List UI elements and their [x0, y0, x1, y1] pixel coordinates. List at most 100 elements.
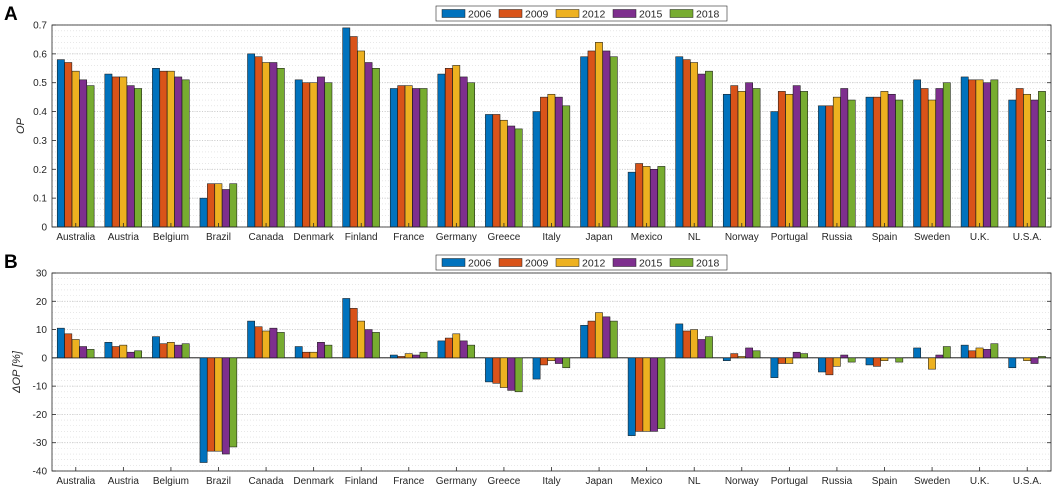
bar-2015-norway — [745, 347, 753, 359]
bar-2006-finland — [342, 298, 351, 359]
bar-2009-nl — [682, 330, 691, 359]
bar-2012-italy — [547, 357, 556, 361]
x-tick-label: Norway — [725, 232, 759, 243]
bar-2009-norway — [730, 85, 739, 228]
bar-2006-mexico — [627, 357, 636, 436]
x-tick-label: Greece — [488, 476, 521, 487]
y-axis-label: OP — [15, 117, 27, 134]
x-tick-label: France — [393, 232, 425, 243]
bar-2012-spain — [880, 357, 889, 361]
x-tick-label: Australia — [56, 232, 95, 243]
bar-2009-japan — [587, 50, 596, 228]
bar-2009-france — [397, 356, 406, 359]
bar-2009-denmark — [302, 351, 311, 359]
x-tick-label: Sweden — [914, 232, 950, 243]
bar-2009-portugal — [777, 357, 786, 364]
y-tick-label: 0.4 — [33, 107, 47, 118]
panel-label: A — [4, 4, 18, 25]
bar-2006-sweden — [913, 79, 922, 228]
bar-2015-usa — [1030, 99, 1039, 228]
bar-2012-usa — [1023, 357, 1031, 361]
bar-2006-russia — [818, 105, 826, 228]
bar-2006-uk — [960, 76, 969, 228]
bar-2012-canada — [262, 62, 270, 228]
bar-2012-portugal — [785, 93, 794, 228]
bar-2018-sweden — [942, 82, 951, 228]
bar-2018-italy — [562, 105, 571, 228]
x-tick-label: Japan — [585, 232, 612, 243]
bar-2012-russia — [832, 357, 841, 367]
x-tick-label: Russia — [822, 232, 853, 243]
bar-2018-belgium — [181, 79, 190, 228]
bar-2006-nl — [675, 323, 684, 359]
x-tick-label: Spain — [872, 476, 898, 487]
bar-2006-sweden — [913, 347, 922, 359]
bar-2006-greece — [485, 357, 493, 383]
x-tick-label: Austria — [108, 476, 140, 487]
bar-2009-finland — [349, 36, 358, 228]
x-tick-label: Denmark — [293, 476, 335, 487]
bar-2015-mexico — [650, 169, 658, 228]
bar-2018-italy — [562, 357, 571, 369]
legend-label-2018: 2018 — [696, 258, 720, 270]
bar-2012-norway — [737, 91, 746, 228]
bar-2012-belgium — [166, 342, 175, 359]
bar-2006-germany — [437, 73, 446, 228]
legend-label-2009: 2009 — [525, 9, 549, 21]
bar-2006-germany — [437, 340, 446, 359]
bar-2012-finland — [357, 50, 365, 228]
bar-2006-japan — [580, 56, 589, 228]
x-tick-label: U.K. — [970, 232, 989, 243]
bar-2018-usa — [1038, 91, 1046, 228]
bar-2018-spain — [895, 99, 904, 228]
x-tick-label: Portugal — [771, 476, 808, 487]
bar-2012-brazil — [214, 357, 223, 452]
bar-2006-australia — [56, 59, 65, 228]
bar-2012-france — [404, 353, 413, 359]
bar-2006-australia — [56, 327, 65, 359]
legend-swatch-2006 — [441, 258, 466, 267]
bar-2006-denmark — [294, 79, 303, 228]
bar-2012-uk — [975, 79, 984, 228]
bar-2018-russia — [847, 99, 856, 228]
x-tick-label: Portugal — [771, 232, 808, 243]
bar-2015-sweden — [935, 354, 944, 359]
legend-label-2006: 2006 — [468, 9, 492, 21]
bar-2018-russia — [847, 357, 856, 363]
bar-2006-spain — [865, 357, 874, 366]
y-tick-label: 20 — [36, 297, 48, 308]
bar-2015-greece — [507, 357, 516, 391]
bar-2018-norway — [752, 350, 761, 359]
bar-2009-greece — [492, 357, 501, 384]
y-tick-label: 10 — [36, 325, 48, 336]
bar-2009-italy — [540, 96, 548, 228]
bar-2009-canada — [254, 326, 263, 359]
bar-2012-australia — [71, 339, 80, 359]
bar-2018-portugal — [800, 91, 808, 228]
bar-2009-greece — [492, 114, 501, 228]
bar-2006-mexico — [627, 171, 636, 228]
bar-2012-japan — [595, 42, 603, 228]
legend-swatch-2018 — [669, 258, 694, 267]
bar-2015-canada — [269, 327, 278, 359]
x-tick-label: Italy — [542, 476, 560, 487]
bar-2012-greece — [499, 357, 508, 388]
bar-2009-austria — [111, 76, 120, 228]
bar-2006-portugal — [770, 357, 779, 378]
bar-2009-usa — [1015, 88, 1024, 228]
bar-2006-greece — [485, 114, 493, 228]
bar-2009-sweden — [920, 88, 929, 228]
bar-2015-sweden — [935, 88, 944, 228]
bar-2009-mexico — [635, 163, 644, 228]
bar-2015-germany — [459, 340, 468, 359]
bar-2015-brazil — [221, 189, 230, 228]
bar-2009-nl — [682, 59, 691, 228]
bar-2006-nl — [675, 56, 684, 228]
bar-2006-norway — [722, 357, 731, 361]
panel-a: 0 0.1 0.2 0.3 0.4 0.5 0.6 0.7 Australia Austria Be… — [4, 4, 1052, 243]
x-tick-label: Australia — [56, 476, 95, 487]
bar-2018-finland — [372, 68, 380, 228]
panel-label: B — [4, 252, 18, 273]
x-tick-label: Finland — [345, 476, 378, 487]
bar-2018-france — [419, 88, 428, 228]
